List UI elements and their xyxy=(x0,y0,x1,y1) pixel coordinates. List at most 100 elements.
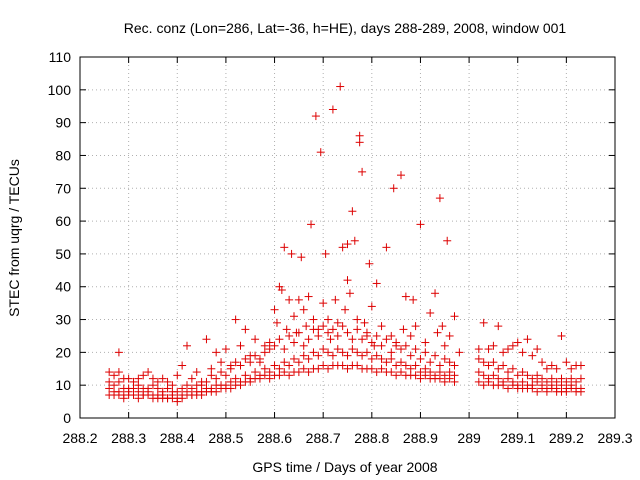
data-point xyxy=(246,358,255,367)
data-point xyxy=(304,354,313,363)
data-point xyxy=(416,354,425,363)
data-point xyxy=(440,354,449,363)
data-point xyxy=(287,249,296,258)
data-point xyxy=(523,335,532,344)
data-point xyxy=(377,322,386,331)
data-point xyxy=(474,345,483,354)
x-tick-label: 289.2 xyxy=(549,430,584,446)
y-tick-label: 20 xyxy=(55,344,71,360)
data-point xyxy=(304,368,313,377)
data-point xyxy=(314,331,323,340)
data-point xyxy=(285,361,294,370)
data-point xyxy=(343,276,352,285)
data-point xyxy=(576,361,585,370)
data-point xyxy=(377,341,386,350)
data-point xyxy=(358,167,367,176)
data-point xyxy=(304,292,313,301)
data-point xyxy=(304,335,313,344)
data-point xyxy=(445,374,454,383)
data-point xyxy=(440,341,449,350)
data-point xyxy=(372,368,381,377)
data-point xyxy=(251,335,260,344)
data-point xyxy=(129,391,138,400)
data-point xyxy=(324,328,333,337)
data-point xyxy=(445,358,454,367)
data-point xyxy=(528,351,537,360)
data-point xyxy=(314,351,323,360)
data-point xyxy=(513,371,522,380)
data-point xyxy=(504,384,512,393)
data-point xyxy=(299,351,308,360)
data-point xyxy=(270,341,279,350)
x-tick-label: 288.6 xyxy=(257,430,292,446)
data-point xyxy=(431,289,440,298)
data-point xyxy=(562,387,571,396)
data-point xyxy=(508,341,517,350)
data-point xyxy=(212,387,221,396)
data-point xyxy=(294,368,303,377)
data-point xyxy=(528,384,537,393)
data-point xyxy=(299,364,308,373)
x-axis-label: GPS time / Days of year 2008 xyxy=(252,459,437,475)
data-point xyxy=(168,394,177,403)
data-point xyxy=(324,315,333,324)
data-point xyxy=(518,348,527,357)
data-point xyxy=(241,325,250,334)
data-point xyxy=(426,308,435,317)
data-point xyxy=(350,236,359,245)
data-point xyxy=(523,371,532,380)
data-point xyxy=(389,184,398,193)
data-point xyxy=(343,364,352,373)
data-point xyxy=(406,331,415,340)
y-tick-label: 60 xyxy=(55,213,71,229)
data-point xyxy=(367,338,376,347)
data-point xyxy=(290,354,298,363)
data-point xyxy=(333,318,342,327)
data-point xyxy=(421,348,430,357)
data-point xyxy=(207,371,216,380)
data-point xyxy=(212,348,221,357)
grid-layer xyxy=(80,57,615,418)
data-point xyxy=(221,345,230,354)
data-point xyxy=(280,358,289,367)
data-point xyxy=(411,371,420,380)
x-tick-label: 288.3 xyxy=(111,430,146,446)
data-point xyxy=(139,371,148,380)
data-point xyxy=(333,345,342,354)
plot-frame xyxy=(79,56,616,419)
data-point xyxy=(455,348,464,357)
data-point xyxy=(144,368,153,377)
data-point xyxy=(338,322,347,331)
data-point xyxy=(494,364,503,373)
data-point xyxy=(382,358,391,367)
y-tick-label: 40 xyxy=(55,279,71,295)
data-point xyxy=(411,345,420,354)
data-point xyxy=(285,371,294,380)
data-point xyxy=(411,322,420,331)
y-tick-label: 110 xyxy=(49,49,72,65)
data-point xyxy=(387,368,396,377)
data-point xyxy=(114,368,123,377)
data-point xyxy=(251,351,260,360)
data-point xyxy=(270,305,279,314)
data-point xyxy=(324,364,333,373)
data-point xyxy=(377,354,386,363)
data-point xyxy=(411,361,420,370)
data-point xyxy=(110,371,119,380)
data-point xyxy=(450,377,459,386)
data-point xyxy=(567,364,576,373)
data-point xyxy=(421,371,430,380)
data-point xyxy=(336,82,345,91)
data-point xyxy=(504,345,512,354)
data-point xyxy=(362,328,371,337)
data-point xyxy=(387,331,396,340)
chart-title: Rec. conz (Lon=286, Lat=-36, h=HE), days… xyxy=(124,20,567,36)
data-point xyxy=(365,259,374,268)
data-point xyxy=(431,351,440,360)
data-point xyxy=(285,331,294,340)
data-point xyxy=(533,387,542,396)
data-point xyxy=(518,368,527,377)
data-point xyxy=(314,364,323,373)
data-point xyxy=(353,325,362,334)
